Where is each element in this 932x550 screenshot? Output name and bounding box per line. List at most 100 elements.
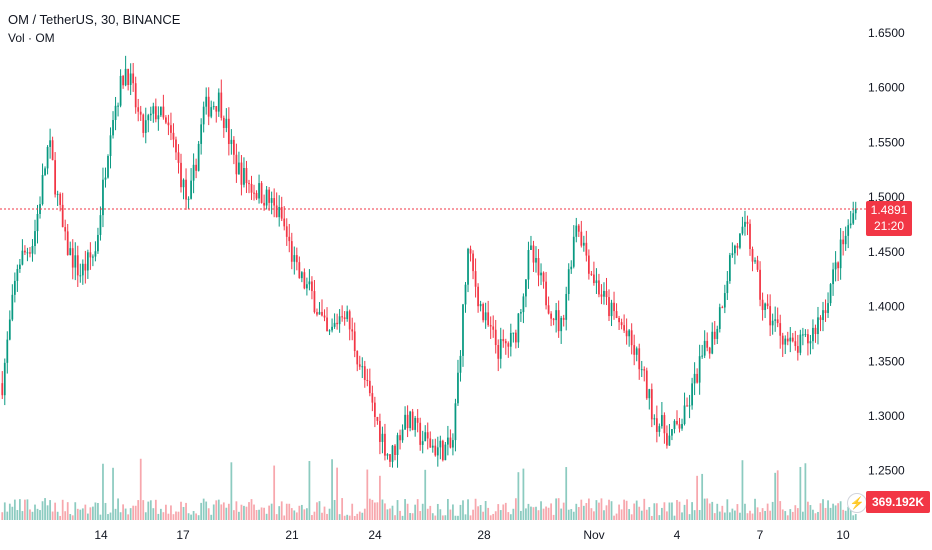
volume-bar [41, 501, 44, 520]
candle-body [129, 73, 132, 85]
volume-bar [152, 508, 155, 520]
candle-body [477, 286, 479, 307]
volume-bar [401, 515, 404, 520]
candle-body [452, 440, 454, 448]
volume-bar [706, 498, 709, 520]
volume-bar [701, 473, 704, 520]
volume-bar [8, 503, 11, 520]
candle-body [172, 132, 175, 140]
volume-bar [215, 500, 218, 520]
candle-body [439, 440, 442, 448]
volume-indicator-label[interactable]: Vol · OM [8, 31, 55, 45]
volume-bar [338, 514, 341, 520]
candle-body [306, 284, 308, 289]
volume-bar [477, 506, 479, 520]
volume-bar [182, 506, 185, 520]
volume-bar [804, 463, 807, 520]
volume-bar [64, 511, 67, 520]
volume-bar [144, 512, 147, 520]
candle-body [655, 418, 658, 432]
candle-body [436, 447, 439, 456]
volume-bar [764, 510, 766, 520]
volume-bar [623, 499, 625, 520]
candle-body [482, 304, 485, 321]
time-axis[interactable]: 14 17 21 24 28 Nov 4 7 10 [94, 528, 850, 542]
candle-body [708, 347, 711, 354]
volume-bar [260, 507, 263, 520]
volume-bar [205, 501, 208, 520]
candle-body [406, 414, 409, 429]
candle-body [227, 118, 230, 144]
candle-body [673, 420, 676, 430]
candle-body [185, 179, 187, 200]
volume-bar [716, 503, 719, 520]
volume-bar [102, 463, 104, 520]
volume-bar [207, 508, 210, 520]
candle-body [84, 263, 87, 271]
candle-body [527, 249, 530, 280]
candle-body [741, 226, 744, 234]
candle-body [801, 334, 804, 336]
volume-bar [613, 515, 615, 520]
volume-bar [341, 498, 344, 520]
volume-bar [457, 515, 459, 520]
volume-bar [441, 515, 444, 520]
candle-body [706, 340, 709, 348]
candle-body [318, 311, 321, 315]
volume-bar [104, 502, 107, 520]
candle-body [716, 328, 719, 339]
candle-body [789, 337, 792, 342]
volume-bar [248, 502, 250, 520]
volume-bar [718, 511, 721, 520]
volume-bar [243, 505, 245, 520]
candle-body [323, 315, 326, 318]
volume-bar [832, 503, 834, 520]
candle-body [187, 198, 190, 200]
candle-body [56, 193, 59, 195]
volume-bar [250, 499, 253, 520]
candle-body [633, 345, 636, 355]
alert-bolt-icon[interactable]: ⚡ [847, 493, 867, 513]
volume-bar [731, 508, 734, 520]
volume-bar [84, 504, 87, 520]
candle-body [182, 179, 185, 188]
candle-body [756, 260, 759, 270]
candle-body [321, 311, 323, 316]
volume-bar [801, 511, 804, 520]
candle-body [628, 330, 631, 337]
volume-bar [590, 508, 593, 520]
x-tick-label: 7 [757, 528, 764, 542]
volume-bar [89, 507, 92, 520]
candle-body [376, 416, 379, 421]
volume-bar [142, 500, 145, 520]
volume-bar [711, 501, 714, 520]
candle-body [837, 262, 839, 269]
candle-body [13, 280, 16, 295]
volume-bar [225, 507, 228, 520]
candle-body [854, 208, 857, 214]
candle-body [36, 213, 39, 232]
symbol-title[interactable]: OM / TetherUS, 30, BINANCE [8, 12, 181, 27]
candle-body [263, 202, 265, 206]
price-axis[interactable]: 1.2500 1.3000 1.3500 1.4000 1.4500 1.5000 1.55… [868, 26, 905, 478]
volume-bar [421, 503, 424, 520]
volume-bar [698, 510, 701, 520]
volume-bar [300, 504, 303, 520]
candle-body [368, 380, 371, 394]
candle-body [688, 405, 691, 407]
candle-body [41, 175, 44, 205]
candle-body [552, 318, 555, 321]
candle-body [260, 183, 263, 203]
candle-layer [1, 55, 857, 468]
volume-bar [822, 499, 824, 520]
candle-body [447, 437, 449, 445]
volume-bar [303, 509, 306, 520]
candle-body [363, 366, 366, 380]
x-tick-label: 4 [674, 528, 681, 542]
y-tick-label: 1.5000 [868, 190, 905, 204]
candle-body [771, 320, 774, 326]
volume-bar [570, 509, 573, 520]
volume-bar [560, 508, 563, 520]
candle-body [29, 252, 31, 254]
